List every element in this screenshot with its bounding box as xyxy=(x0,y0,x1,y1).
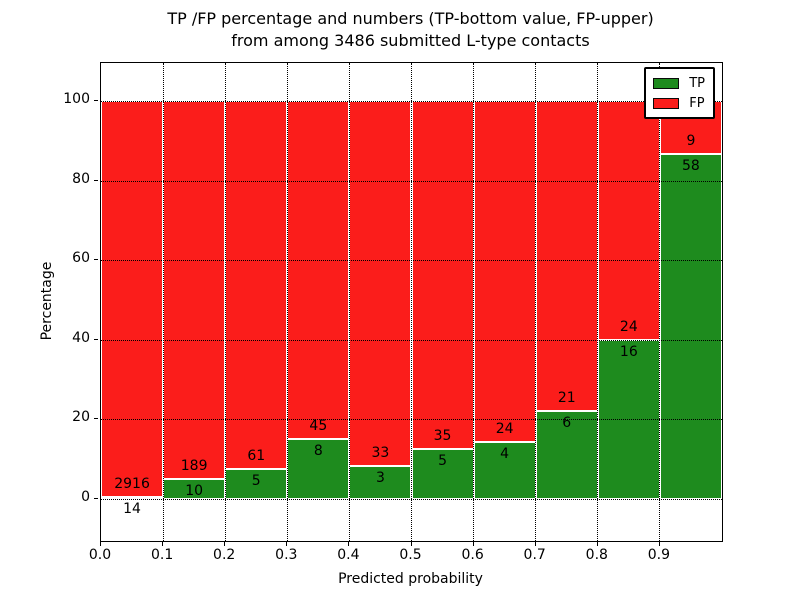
y-tick-label: 60 xyxy=(72,250,90,267)
x-tick-mark xyxy=(348,542,350,546)
bar-label-fp: 24 xyxy=(495,421,514,438)
bar-label-tp: 5 xyxy=(251,472,261,489)
vertical-gridline xyxy=(473,63,475,541)
horizontal-gridline xyxy=(101,339,722,341)
bar-segment-tp xyxy=(287,438,350,499)
y-tick-label: 0 xyxy=(81,489,90,505)
bar-label-tp: 8 xyxy=(313,442,323,459)
plot-area: TP FP 2916 14 189 10 61 5 45 8 33 3 35 5 24 4 21 6 24 16 9… xyxy=(100,62,723,542)
bar-segment-tp xyxy=(535,410,598,499)
bar-segment-fp xyxy=(101,101,164,498)
vertical-gridline xyxy=(597,63,599,541)
tp-legend-label: TP xyxy=(689,75,705,91)
legend-row-fp: FP xyxy=(653,93,705,113)
x-tick-label: 0.5 xyxy=(399,547,422,563)
bar-segment-fp xyxy=(535,101,598,411)
y-tick-mark xyxy=(94,179,98,181)
bar-label-fp: 21 xyxy=(557,389,576,406)
bar-label-tp: 58 xyxy=(682,158,700,175)
bar-segment-tp xyxy=(659,154,722,499)
x-tick-label: 0.1 xyxy=(150,547,174,563)
bar-label-fp: 189 xyxy=(180,458,208,474)
y-axis-label: Percentage xyxy=(39,261,55,341)
x-tick-label: 0.3 xyxy=(275,547,298,563)
horizontal-gridline xyxy=(101,180,722,182)
x-tick-mark xyxy=(534,542,536,546)
y-tick-mark xyxy=(94,418,98,420)
bar-segment-tp xyxy=(349,465,412,499)
bar-segment-fp xyxy=(349,101,412,466)
bar-label-tp: 5 xyxy=(438,453,448,470)
bar-label-fp: 33 xyxy=(371,444,390,461)
bar-segment-fp xyxy=(287,101,350,439)
y-tick-label: 40 xyxy=(72,329,90,346)
x-tick-mark xyxy=(410,542,412,546)
bar-label-tp: 3 xyxy=(375,469,385,486)
bar-label-tp: 14 xyxy=(123,501,141,518)
y-tick-mark xyxy=(94,259,98,261)
y-tick-mark xyxy=(94,498,98,499)
x-tick-label: 0.8 xyxy=(585,547,608,563)
horizontal-gridline xyxy=(101,499,722,500)
y-tick-label: 100 xyxy=(63,91,90,107)
horizontal-gridline xyxy=(101,419,722,421)
bar-label-tp: 6 xyxy=(562,414,572,431)
y-tick-label: 20 xyxy=(72,409,90,426)
x-tick-mark xyxy=(658,542,660,546)
bar-segment-tp xyxy=(163,479,226,499)
x-tick-mark xyxy=(286,542,288,546)
bar-label-fp: 35 xyxy=(433,428,452,445)
x-tick-label: 0.6 xyxy=(461,547,484,563)
chart-title-line2: from among 3486 submitted L-type contact… xyxy=(231,31,590,50)
legend-row-tp: TP xyxy=(653,73,705,93)
bar-segment-fp xyxy=(411,101,474,450)
bar-label-fp: 61 xyxy=(247,447,266,464)
horizontal-gridline xyxy=(101,101,722,102)
y-tick-mark xyxy=(94,338,98,340)
bar-segment-fp xyxy=(473,101,536,443)
vertical-gridline xyxy=(286,63,288,541)
fp-legend-swatch xyxy=(653,97,680,109)
chart-title: TP /FP percentage and numbers (TP-bottom… xyxy=(100,8,721,52)
bar-label-fp: 45 xyxy=(309,417,328,434)
vertical-gridline xyxy=(162,63,164,541)
fp-legend-label: FP xyxy=(689,95,705,111)
x-tick-label: 0.2 xyxy=(213,547,236,563)
legend: TP FP xyxy=(644,67,715,119)
y-tick-mark xyxy=(94,100,98,101)
bar-segment-fp xyxy=(225,101,288,469)
chart-title-line1: TP /FP percentage and numbers (TP-bottom… xyxy=(167,9,654,28)
bar-label-tp: 10 xyxy=(185,483,204,499)
vertical-gridline xyxy=(535,63,537,541)
bar-segment-tp xyxy=(101,497,164,500)
x-tick-label: 0.4 xyxy=(337,547,360,563)
x-tick-mark xyxy=(472,542,474,546)
x-tick-mark xyxy=(224,542,226,546)
bar-segment-tp xyxy=(411,449,474,499)
x-tick-label: 0.7 xyxy=(523,547,546,563)
x-tick-mark xyxy=(596,542,598,546)
x-tick-mark xyxy=(100,542,101,546)
bar-label-tp: 16 xyxy=(619,343,638,360)
vertical-gridline xyxy=(411,63,412,541)
bar-segment-tp xyxy=(473,442,536,499)
y-tick-label: 80 xyxy=(72,170,90,187)
x-tick-label: 0.0 xyxy=(88,547,112,563)
bar-segment-tp xyxy=(225,468,288,499)
bar-label-fp: 2916 xyxy=(114,476,150,493)
vertical-gridline xyxy=(348,63,350,541)
x-tick-mark xyxy=(162,542,164,546)
tp-legend-swatch xyxy=(653,77,680,89)
bar-segment-fp xyxy=(597,101,660,340)
x-axis-label: Predicted probability xyxy=(338,571,483,587)
bar-label-tp: 4 xyxy=(500,446,510,463)
bar-label-fp: 9 xyxy=(686,133,696,150)
horizontal-gridline xyxy=(101,260,722,262)
bar-segment-fp xyxy=(163,101,226,479)
bar-label-fp: 24 xyxy=(619,318,638,335)
vertical-gridline xyxy=(659,63,661,541)
x-tick-label: 0.9 xyxy=(647,547,671,563)
vertical-gridline xyxy=(224,63,226,541)
